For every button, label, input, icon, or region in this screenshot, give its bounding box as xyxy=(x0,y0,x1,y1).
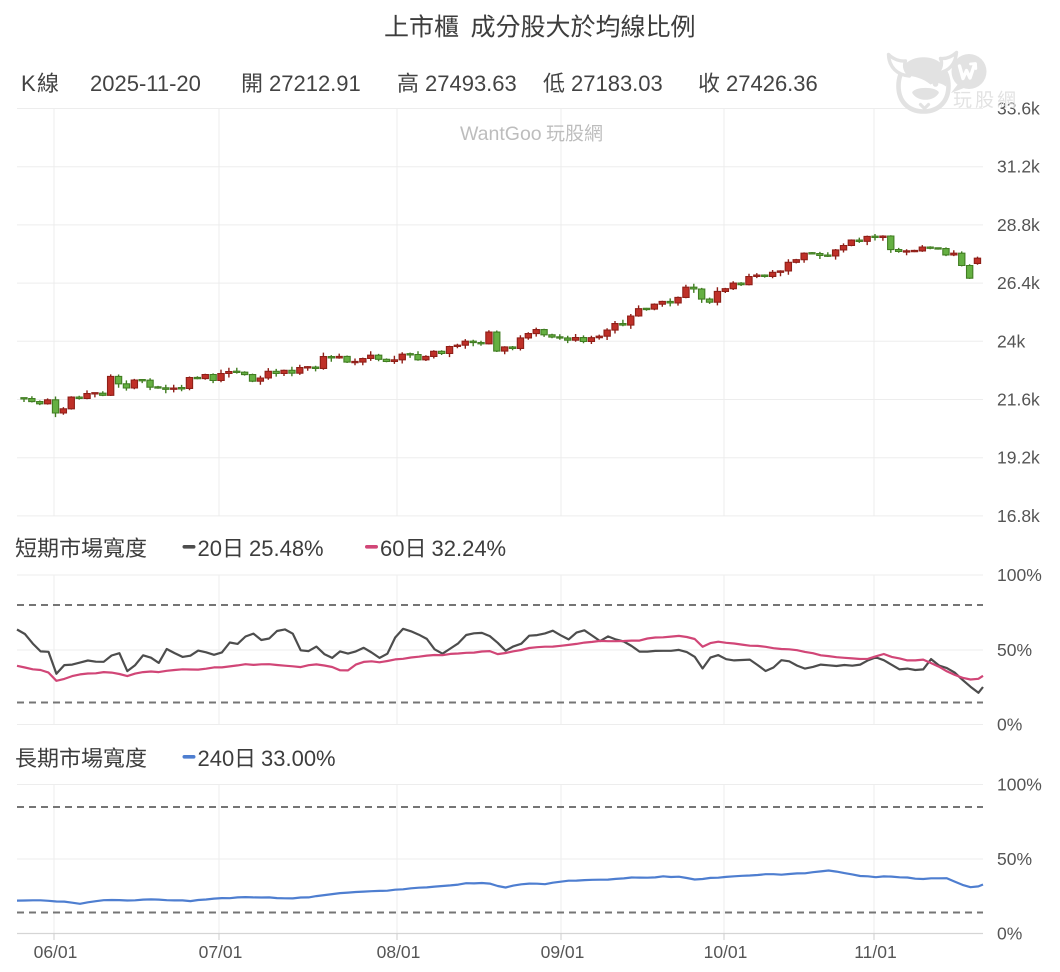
svg-text:16.8k: 16.8k xyxy=(997,506,1040,526)
svg-text:08/01: 08/01 xyxy=(377,942,421,962)
svg-text:100%: 100% xyxy=(997,775,1042,795)
svg-text:20: 20 xyxy=(198,536,222,561)
svg-text:11/01: 11/01 xyxy=(854,942,897,962)
svg-text:06/01: 06/01 xyxy=(34,942,78,962)
svg-text:24k: 24k xyxy=(997,331,1025,351)
svg-text:27212.91: 27212.91 xyxy=(269,71,361,96)
svg-text:07/01: 07/01 xyxy=(199,942,243,962)
svg-text:WantGoo: WantGoo xyxy=(460,123,542,145)
svg-text:33.6k: 33.6k xyxy=(997,99,1040,119)
svg-text:27493.63: 27493.63 xyxy=(425,71,517,96)
svg-text:0%: 0% xyxy=(997,715,1022,735)
svg-text:28.8k: 28.8k xyxy=(997,215,1040,235)
svg-text:240: 240 xyxy=(198,746,235,771)
svg-text:31.2k: 31.2k xyxy=(997,157,1040,177)
svg-text:10/01: 10/01 xyxy=(704,942,748,962)
svg-text:25.48%: 25.48% xyxy=(249,536,324,561)
svg-text:27183.03: 27183.03 xyxy=(571,71,663,96)
svg-text:50%: 50% xyxy=(997,849,1032,869)
svg-text:2025-11-20: 2025-11-20 xyxy=(90,71,201,96)
svg-text:60: 60 xyxy=(380,536,404,561)
svg-text:21.6k: 21.6k xyxy=(997,390,1040,410)
svg-text:K: K xyxy=(21,71,36,96)
svg-text:100%: 100% xyxy=(997,565,1042,585)
svg-text:27426.36: 27426.36 xyxy=(726,71,818,96)
svg-text:26.4k: 26.4k xyxy=(997,273,1040,293)
svg-text:09/01: 09/01 xyxy=(541,942,585,962)
svg-text:0%: 0% xyxy=(997,924,1022,944)
svg-text:32.24%: 32.24% xyxy=(432,536,507,561)
svg-text:50%: 50% xyxy=(997,640,1032,660)
svg-text:33.00%: 33.00% xyxy=(261,746,336,771)
svg-text:19.2k: 19.2k xyxy=(997,448,1040,468)
